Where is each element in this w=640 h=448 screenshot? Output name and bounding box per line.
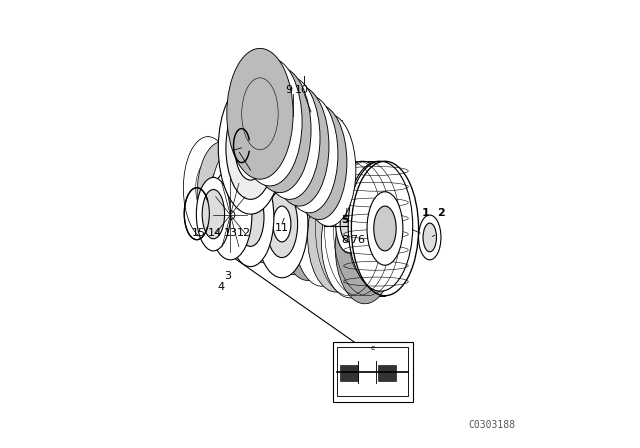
Ellipse shape xyxy=(237,188,264,246)
Text: 7: 7 xyxy=(350,235,357,245)
Text: 2: 2 xyxy=(437,208,445,218)
Text: C0303188: C0303188 xyxy=(468,420,515,430)
Ellipse shape xyxy=(266,166,321,275)
Ellipse shape xyxy=(332,191,348,207)
Ellipse shape xyxy=(348,161,413,291)
Ellipse shape xyxy=(197,142,247,246)
Ellipse shape xyxy=(280,171,335,280)
Text: 10: 10 xyxy=(295,85,309,95)
Text: 12: 12 xyxy=(237,228,251,238)
Ellipse shape xyxy=(344,190,360,209)
Ellipse shape xyxy=(256,170,308,278)
Text: 8: 8 xyxy=(341,235,348,245)
Ellipse shape xyxy=(280,95,338,213)
Ellipse shape xyxy=(270,86,329,206)
Ellipse shape xyxy=(248,67,311,193)
Ellipse shape xyxy=(340,206,358,242)
Ellipse shape xyxy=(259,77,320,199)
Ellipse shape xyxy=(227,168,274,267)
Ellipse shape xyxy=(226,96,275,199)
Ellipse shape xyxy=(211,146,262,251)
Text: 4: 4 xyxy=(218,282,225,292)
Text: 15: 15 xyxy=(192,228,206,238)
Ellipse shape xyxy=(227,48,293,179)
Ellipse shape xyxy=(419,215,441,260)
Ellipse shape xyxy=(218,82,283,214)
Ellipse shape xyxy=(252,161,306,269)
Text: 11: 11 xyxy=(275,224,289,233)
Ellipse shape xyxy=(237,58,302,186)
Text: e: e xyxy=(371,345,375,351)
Text: 5: 5 xyxy=(341,215,348,224)
Ellipse shape xyxy=(184,137,233,240)
Ellipse shape xyxy=(291,105,347,220)
Ellipse shape xyxy=(423,223,436,252)
Ellipse shape xyxy=(374,206,396,251)
FancyBboxPatch shape xyxy=(337,347,408,396)
Ellipse shape xyxy=(308,181,365,292)
Ellipse shape xyxy=(302,114,356,226)
Text: 6: 6 xyxy=(357,235,364,245)
Ellipse shape xyxy=(202,190,225,239)
Ellipse shape xyxy=(266,190,298,258)
Ellipse shape xyxy=(196,177,230,251)
Text: 1: 1 xyxy=(421,208,429,218)
Ellipse shape xyxy=(225,151,276,257)
Bar xyxy=(340,365,358,381)
Ellipse shape xyxy=(273,206,291,242)
Bar xyxy=(378,365,396,381)
Ellipse shape xyxy=(239,156,291,263)
Ellipse shape xyxy=(367,192,403,265)
FancyBboxPatch shape xyxy=(333,342,413,402)
Ellipse shape xyxy=(336,195,362,253)
Ellipse shape xyxy=(337,191,354,207)
Ellipse shape xyxy=(321,186,380,298)
Ellipse shape xyxy=(294,176,350,286)
Text: 9: 9 xyxy=(285,85,292,95)
Text: 14: 14 xyxy=(207,228,222,238)
Ellipse shape xyxy=(241,128,260,168)
Text: 13: 13 xyxy=(223,228,237,238)
Ellipse shape xyxy=(335,191,394,304)
Text: 3: 3 xyxy=(225,271,232,280)
Ellipse shape xyxy=(209,170,252,260)
Ellipse shape xyxy=(235,116,266,180)
